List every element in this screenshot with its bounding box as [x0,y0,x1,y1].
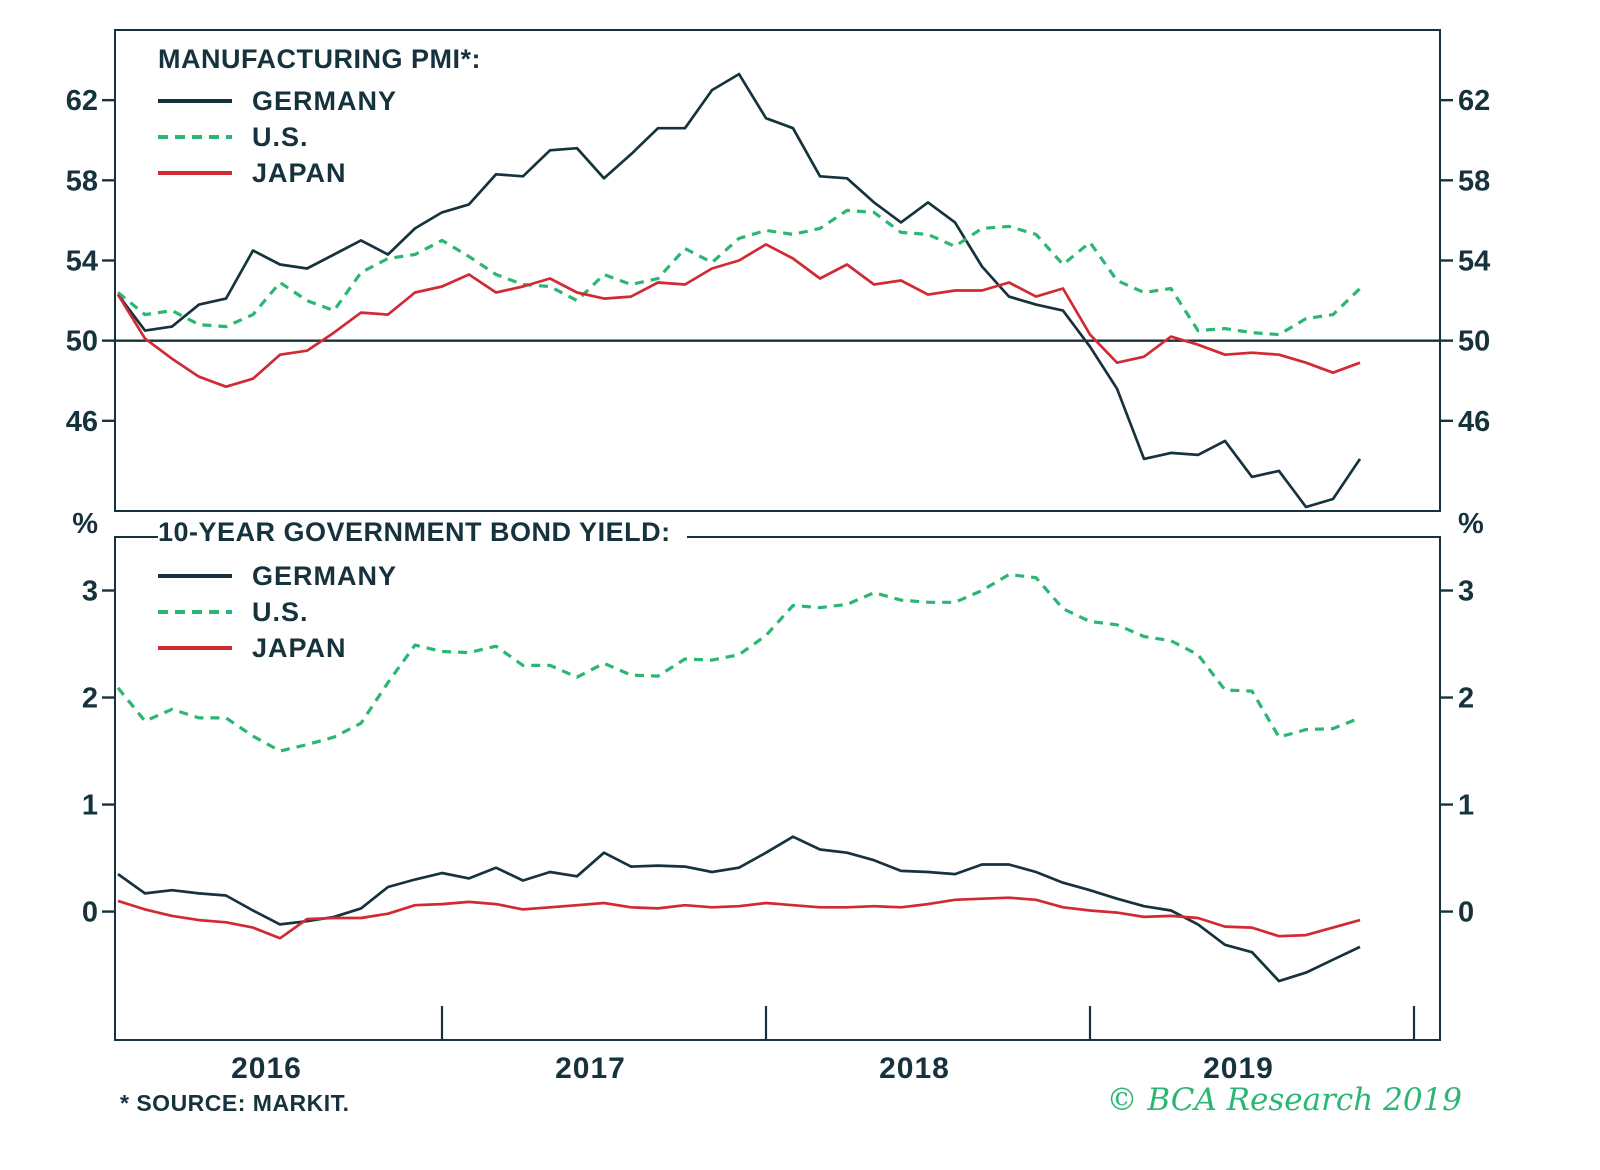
manufacturing-pmi-germany-line [116,72,1362,509]
manufacturing-pmi-y-axis-label-left: 62 [66,85,98,117]
bond-yield-frame [114,536,1441,1041]
pmi-legend-label-us: U.S. [252,121,309,152]
pmi-legend-title: MANUFACTURING PMI*: [158,44,481,74]
manufacturing-pmi-y-axis-label-left: 46 [66,406,98,438]
bond-yield-y-axis-label-right: 0 [1458,897,1474,929]
bond-legend-title: 10-YEAR GOVERNMENT BOND YIELD: [158,515,687,550]
bond-yield-japan-line [117,896,1361,940]
x-axis-year-label: 2016 [231,1052,302,1085]
bond-yield-y-axis-label-right: 3 [1458,576,1474,608]
pmi-legend-row-japan: JAPAN [158,155,481,191]
manufacturing-pmi-y-axis-label-left: 54 [66,245,98,277]
us-dashed-line-swatch-icon [158,135,232,139]
bond-yield-unit-label-right: % [1458,508,1484,540]
bond-legend-row-japan: JAPAN [158,630,687,666]
bond-yield-germany-line [117,835,1361,983]
bond-legend: 10-YEAR GOVERNMENT BOND YIELD: GERMANY U… [158,515,687,666]
japan-solid-line-swatch-icon [158,646,232,650]
x-axis-year-label: 2017 [555,1052,626,1085]
bond-legend-row-germany: GERMANY [158,558,687,594]
pmi-legend-row-germany: GERMANY [158,83,481,119]
bond-yield-y-axis-label-left: 1 [82,790,98,822]
pmi-legend: MANUFACTURING PMI*: GERMANY U.S. JAPAN [158,44,481,191]
japan-solid-line-swatch-icon [158,171,232,175]
bond-yield-unit-label-left: % [72,508,98,540]
bond-legend-row-us: U.S. [158,594,687,630]
us-dashed-line-swatch-icon [158,610,232,614]
manufacturing-pmi-y-axis-label-right: 54 [1458,245,1490,277]
pmi-legend-label-germany: GERMANY [252,85,398,116]
bond-legend-label-japan: JAPAN [252,632,347,663]
x-axis-year-label: 2019 [1203,1052,1274,1085]
manufacturing-pmi-y-axis-label-right: 50 [1458,326,1490,358]
bond-yield-y-axis-label-left: 0 [82,897,98,929]
bond-legend-label-germany: GERMANY [252,560,398,591]
bond-yield-y-axis-label-left: 2 [82,683,98,715]
bond-yield-y-axis-label-right: 1 [1458,790,1474,822]
pmi-legend-row-us: U.S. [158,119,481,155]
bond-yield-y-axis-label-left: 3 [82,576,98,608]
bond-yield-y-axis-label-right: 2 [1458,683,1474,715]
x-axis-year-label: 2018 [879,1052,950,1085]
bond-legend-label-us: U.S. [252,596,309,627]
source-note: * SOURCE: MARKIT. [120,1090,350,1116]
manufacturing-pmi-us-line [116,208,1362,337]
manufacturing-pmi-y-axis-label-left: 58 [66,165,98,197]
manufacturing-pmi-japan-line [116,243,1361,389]
manufacturing-pmi-y-axis-label-left: 50 [66,326,98,358]
germany-solid-line-swatch-icon [158,99,232,103]
germany-solid-line-swatch-icon [158,574,232,578]
bca-research-credit: © BCA Research 2019 [1106,1082,1463,1118]
manufacturing-pmi-frame [114,29,1441,512]
manufacturing-pmi-y-axis-label-right: 62 [1458,85,1490,117]
manufacturing-pmi-y-axis-label-right: 58 [1458,165,1490,197]
pmi-legend-label-japan: JAPAN [252,157,347,188]
manufacturing-pmi-y-axis-label-right: 46 [1458,406,1490,438]
